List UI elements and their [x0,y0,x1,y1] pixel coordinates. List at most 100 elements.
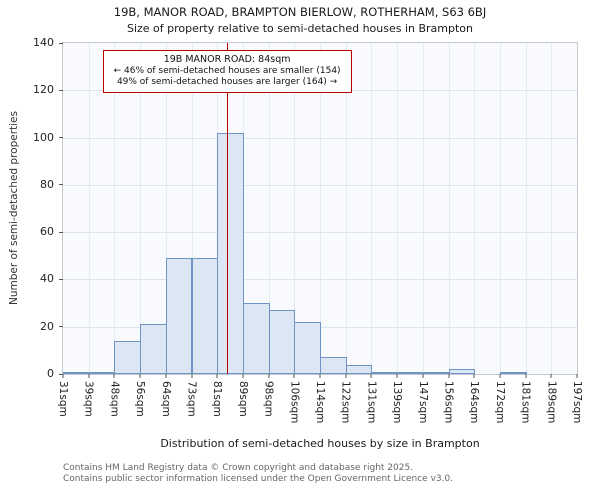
grid-line-vertical [114,43,116,374]
grid-line-vertical [371,43,373,374]
footer: Contains HM Land Registry data © Crown c… [63,463,453,485]
annotation-larger-stat: 49% of semi-detached houses are larger (… [116,77,338,87]
histogram-bar [371,371,399,374]
x-tick-mark [319,374,321,378]
histogram-bar [397,371,424,374]
x-tick-label: 122sqm [339,381,352,424]
footer-line-2: Contains public sector information licen… [63,474,454,484]
x-tick-mark [113,374,115,378]
grid-line-vertical [140,43,142,374]
y-tick-mark [59,137,63,139]
grid-line-vertical [320,43,321,374]
x-tick-mark [191,374,192,378]
x-tick-label: 73sqm [185,381,198,417]
x-tick-mark [448,374,449,378]
x-tick-label: 156sqm [442,381,455,424]
grid-line-vertical [474,43,476,374]
histogram-bar [88,371,116,374]
grid-line-vertical [88,43,90,374]
page-subtitle: Size of property relative to semi-detach… [126,22,474,35]
x-tick-label: 197sqm [571,381,583,424]
x-axis-label: Distribution of semi-detached houses by … [160,437,480,450]
y-tick-label: 60 [40,225,54,239]
x-tick-label: 81sqm [211,381,224,417]
plot-area: 19B MANOR ROAD: 84sqm ← 46% of semi-deta… [33,37,583,424]
y-tick-label: 20 [40,319,54,333]
x-tick-label: 89sqm [236,381,249,417]
histogram-bar [191,258,219,374]
x-tick-label: 31sqm [57,381,69,417]
x-tick-mark [345,374,347,378]
histogram-bar [63,371,90,374]
histogram-bar [499,371,527,374]
x-tick-label: 139sqm [391,381,404,424]
y-tick-mark [59,231,63,233]
x-tick-label: 106sqm [288,381,301,424]
x-tick-mark [165,374,167,378]
x-tick-label: 39sqm [82,381,95,417]
y-tick-mark [59,373,63,375]
x-tick-label: 189sqm [545,381,558,424]
annotation-box: 19B MANOR ROAD: 84sqm ← 46% of semi-deta… [102,50,352,93]
grid-line-vertical [551,43,553,374]
x-tick-mark [422,374,424,378]
grid-line-vertical [499,43,501,374]
y-tick-mark [59,278,63,280]
x-tick-label: 131sqm [365,381,378,424]
property-size-marker-line [227,43,229,374]
x-tick-mark [370,374,372,378]
y-axis-label: Number of semi-detached properties [8,111,20,306]
histogram-bar [140,324,167,374]
x-tick-mark [62,374,64,378]
x-tick-label: 181sqm [519,381,532,424]
grid-line-vertical [268,43,270,374]
x-tick-mark [139,374,141,378]
grid-line-vertical [397,43,399,374]
grid-line-vertical [345,43,347,374]
annotation-title: 19B MANOR ROAD: 84sqm [163,54,291,65]
x-tick-label: 98sqm [262,381,275,417]
histogram-bar [345,364,373,374]
y-tick-mark [59,89,63,91]
histogram-bar [320,357,347,374]
x-tick-label: 64sqm [159,381,172,417]
y-tick-label: 80 [40,177,54,191]
histogram-bar [268,310,296,374]
histogram-bar [217,132,244,374]
histogram-bar [422,371,450,374]
histogram-bar [242,303,270,374]
x-tick-label: 147sqm [416,381,429,424]
x-tick-mark [88,374,90,378]
grid-line-vertical [191,43,193,374]
grid-line-vertical [165,43,167,374]
histogram-bar [114,340,142,374]
footer-line-1: Contains HM Land Registry data © Crown c… [63,463,414,473]
y-tick-label: 0 [47,367,54,380]
y-tick-label: 120 [33,83,54,97]
x-tick-label: 48sqm [108,381,121,417]
y-tick-mark [59,184,63,186]
histogram-bar [448,369,476,374]
y-tick-label: 40 [40,272,54,286]
grid-line-vertical [525,43,527,374]
x-tick-mark [525,374,527,378]
x-tick-label: 114sqm [314,381,326,424]
x-tick-label: 56sqm [134,381,147,417]
x-tick-label: 172sqm [493,381,506,424]
y-tick-mark [59,326,63,328]
x-tick-mark [242,374,244,378]
x-tick-mark [473,374,475,378]
grid-line-vertical [294,43,296,374]
histogram-bar [165,258,193,374]
x-tick-mark [499,374,501,378]
annotation-smaller-stat: ← 46% of semi-detached houses are smalle… [113,66,341,76]
x-tick-mark [550,374,552,378]
page-title: 19B, MANOR ROAD, BRAMPTON BIERLOW, ROTHE… [113,5,487,19]
grid-line-vertical [422,43,424,374]
x-tick-mark [268,374,270,378]
x-tick-label: 164sqm [468,381,481,424]
y-tick-label: 100 [33,130,54,144]
x-tick-mark [576,374,578,378]
x-tick-mark [396,374,398,378]
